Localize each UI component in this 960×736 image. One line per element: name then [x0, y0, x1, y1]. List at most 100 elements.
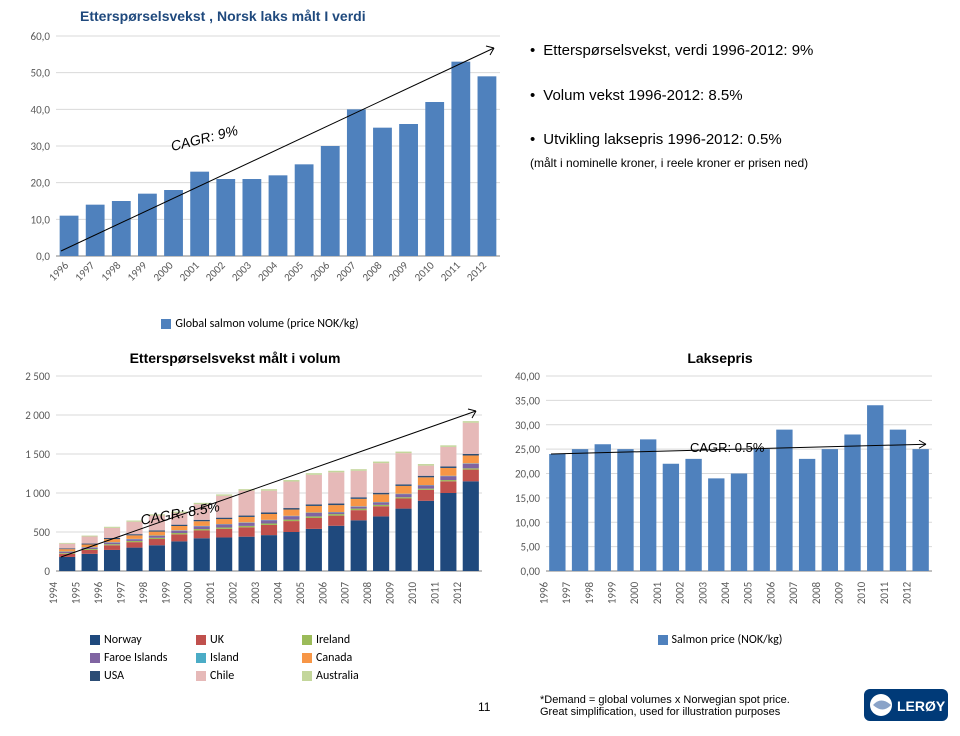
svg-text:2007: 2007 [334, 259, 359, 284]
legend-item: Norway [90, 633, 178, 647]
legend-item: Faroe Islands [90, 651, 178, 665]
svg-text:2012: 2012 [451, 581, 464, 604]
svg-text:20,00: 20,00 [515, 468, 540, 481]
chart3-legend-label: Salmon price (NOK/kg) [672, 633, 783, 647]
leroy-logo: LERØY [864, 685, 948, 728]
chart1-legend-label: Global salmon volume (price NOK/kg) [175, 317, 358, 331]
svg-text:40,0: 40,0 [31, 103, 51, 116]
legend-item: UK [196, 633, 284, 647]
svg-text:10,0: 10,0 [31, 213, 51, 226]
svg-text:2000: 2000 [628, 581, 641, 604]
svg-text:1995: 1995 [70, 582, 83, 604]
chart2-title: Etterspørselsvekst målt i volum [0, 350, 490, 366]
bullet-3: Utvikling laksepris 1996-2012: 0.5%(målt… [530, 129, 940, 174]
svg-text:1998: 1998 [98, 259, 123, 284]
svg-text:60,0: 60,0 [31, 30, 51, 43]
legend-item: USA [90, 669, 178, 683]
svg-text:2003: 2003 [249, 581, 262, 604]
svg-text:2004: 2004 [255, 259, 280, 284]
svg-text:2 000: 2 000 [25, 409, 50, 422]
svg-text:2006: 2006 [307, 259, 332, 284]
svg-text:5,00: 5,00 [521, 541, 541, 554]
legend-item: Canada [302, 651, 390, 665]
svg-text:2011: 2011 [438, 259, 463, 284]
legend-item: Chile [196, 669, 284, 683]
chart2-legend: Norway UK Ireland Faroe Islands Island Canada… [90, 633, 390, 683]
chart1-title: Etterspørselsvekst , Norsk laks målt I v… [80, 8, 366, 24]
svg-text:2005: 2005 [742, 582, 755, 604]
svg-text:1 000: 1 000 [25, 487, 50, 500]
svg-text:20,0: 20,0 [31, 177, 51, 190]
page-number: 11 [478, 700, 490, 714]
chart1-legend: Global salmon volume (price NOK/kg) [10, 317, 510, 331]
svg-text:0,0: 0,0 [36, 250, 50, 263]
chart3-cagr: CAGR: 0.5% [690, 440, 764, 455]
bullet-3-sub: (målt i nominelle kroner, i reele kroner… [530, 156, 808, 170]
svg-text:2012: 2012 [464, 259, 489, 284]
top-row: Etterspørselsvekst , Norsk laks målt I v… [0, 0, 960, 340]
bottom-row: Etterspørselsvekst målt i volum 0 500 1 00… [0, 350, 960, 720]
svg-text:2004: 2004 [271, 581, 284, 604]
svg-text:2002: 2002 [674, 581, 687, 604]
chart3-legend: Salmon price (NOK/kg) [500, 633, 940, 647]
svg-text:500: 500 [33, 526, 50, 539]
legend-item: Australia [302, 669, 390, 683]
svg-text:1997: 1997 [560, 581, 573, 604]
svg-text:2 500: 2 500 [25, 370, 50, 383]
svg-text:15,00: 15,00 [515, 492, 540, 505]
svg-text:1998: 1998 [583, 581, 596, 604]
svg-text:2008: 2008 [361, 581, 374, 604]
svg-text:10,00: 10,00 [515, 516, 540, 529]
svg-text:2001: 2001 [204, 581, 217, 604]
svg-text:0,00: 0,00 [521, 565, 541, 578]
svg-text:1994: 1994 [47, 581, 60, 604]
svg-text:2001: 2001 [651, 581, 664, 604]
svg-text:2012: 2012 [901, 581, 914, 604]
svg-text:30,00: 30,00 [515, 419, 540, 432]
legend-item: Ireland [302, 633, 390, 647]
chart1-svg: 0,010,020,030,040,050,060,01996199719981… [10, 26, 510, 316]
svg-text:30,0: 30,0 [31, 140, 51, 153]
svg-text:1998: 1998 [137, 581, 150, 604]
svg-text:50,0: 50,0 [31, 67, 51, 80]
svg-text:2009: 2009 [386, 259, 411, 284]
svg-text:LERØY: LERØY [897, 698, 946, 714]
svg-text:1999: 1999 [125, 259, 150, 284]
svg-text:2002: 2002 [227, 581, 240, 604]
svg-text:2008: 2008 [810, 581, 823, 604]
svg-text:2003: 2003 [696, 581, 709, 604]
svg-text:2010: 2010 [855, 581, 868, 604]
svg-text:2010: 2010 [406, 581, 419, 604]
svg-text:2010: 2010 [412, 259, 437, 284]
chart2-container: Etterspørselsvekst målt i volum 05001 00… [10, 350, 490, 720]
svg-text:2006: 2006 [764, 581, 777, 604]
svg-text:2000: 2000 [151, 259, 176, 284]
svg-text:2011: 2011 [878, 581, 891, 604]
legend-item: Island [196, 651, 284, 665]
svg-text:1997: 1997 [114, 581, 127, 604]
footnote: *Demand = global volumes x Norwegian spo… [540, 694, 790, 718]
svg-text:0: 0 [44, 565, 50, 578]
svg-text:1996: 1996 [92, 581, 105, 604]
svg-text:2007: 2007 [339, 581, 352, 604]
svg-text:25,00: 25,00 [515, 443, 540, 456]
chart3-container: Laksepris 0,005,0010,0015,0020,0025,0030… [500, 350, 940, 720]
svg-text:1996: 1996 [537, 581, 550, 604]
svg-text:2008: 2008 [360, 259, 385, 284]
svg-text:35,00: 35,00 [515, 394, 540, 407]
svg-text:2007: 2007 [787, 581, 800, 604]
svg-text:1997: 1997 [72, 259, 97, 284]
svg-text:1999: 1999 [159, 581, 172, 604]
svg-text:2001: 2001 [177, 259, 202, 284]
svg-text:2009: 2009 [833, 581, 846, 604]
bullet-2: Volum vekst 1996-2012: 8.5% [530, 85, 940, 108]
svg-text:2000: 2000 [182, 581, 195, 604]
svg-text:1 500: 1 500 [25, 448, 50, 461]
svg-text:1999: 1999 [605, 581, 618, 604]
bullet-list: Etterspørselsvekst, verdi 1996-2012: 9% … [510, 10, 950, 340]
chart1-container: Etterspørselsvekst , Norsk laks målt I v… [10, 10, 510, 340]
svg-text:2011: 2011 [428, 581, 441, 604]
svg-text:2005: 2005 [294, 582, 307, 604]
svg-text:2009: 2009 [384, 581, 397, 604]
chart2-svg: 0 500 1 000 1 500 2 000 2 500 1994 1995 1996 1997… [10, 366, 490, 626]
